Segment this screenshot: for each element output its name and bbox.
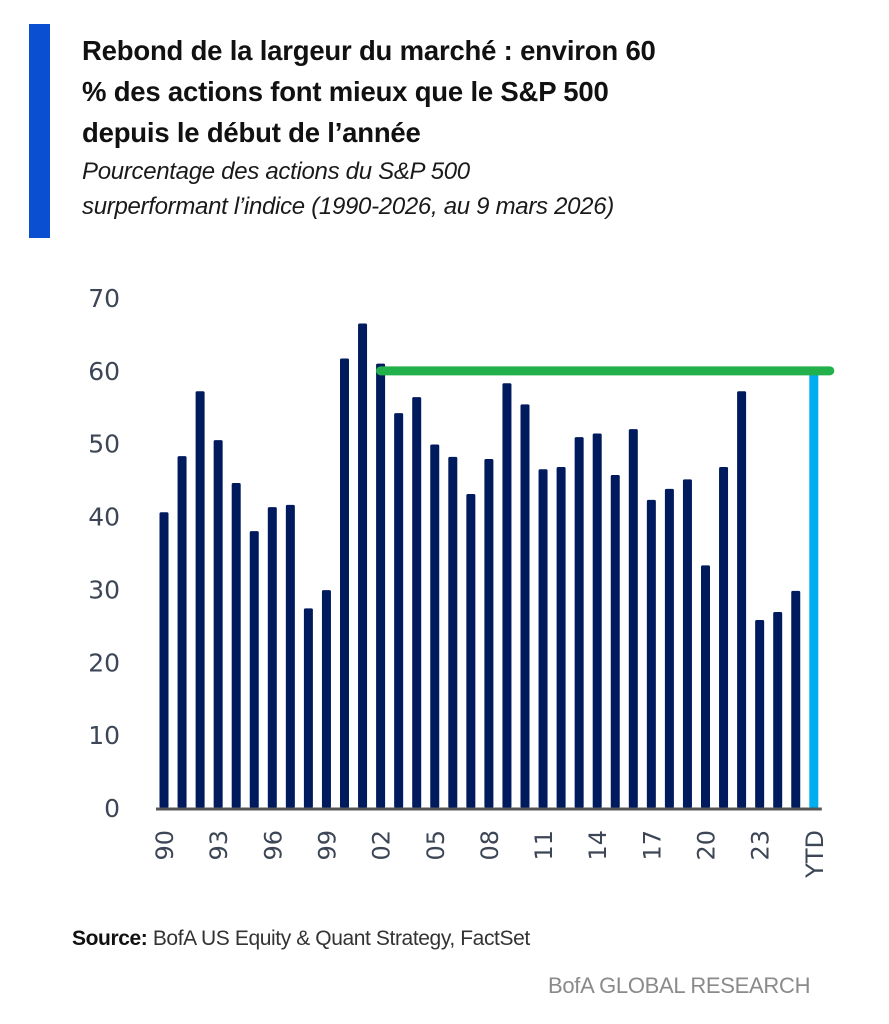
x-tick-label: 17	[638, 830, 666, 861]
bar	[466, 493, 476, 808]
source-note: Source: BofA US Equity & Quant Strategy,…	[72, 927, 530, 951]
y-tick-label: 70	[88, 284, 120, 313]
bar	[376, 363, 386, 808]
bar	[195, 391, 205, 808]
bar	[340, 358, 349, 808]
bar	[646, 499, 656, 808]
bar	[755, 620, 765, 808]
chart-subtitle: Pourcentage des actions du S&P 500 surpe…	[82, 154, 862, 224]
bar	[502, 383, 512, 808]
bar	[538, 469, 548, 808]
bar	[556, 467, 566, 808]
x-tick-label: 20	[693, 830, 721, 861]
x-tick-label: 14	[584, 830, 612, 861]
bar	[592, 433, 602, 808]
bar	[520, 404, 530, 808]
x-tick-label: 96	[259, 830, 287, 861]
x-tick-label: 11	[530, 830, 558, 861]
chart-subtitle-line: surperformant l’indice (1990-2026, au 9 …	[82, 193, 614, 220]
x-tick-label: 99	[313, 830, 341, 861]
bar-ytd	[809, 370, 819, 808]
y-tick-label: 30	[88, 575, 120, 604]
bar	[412, 397, 422, 808]
bar	[719, 467, 729, 808]
y-tick-label: 20	[88, 648, 120, 677]
y-tick-label: 40	[88, 503, 120, 532]
bar	[267, 507, 277, 808]
bar	[231, 483, 241, 808]
x-axis: 90 93 96 99 02 05 08 11 14 17 20 23 YTD	[151, 807, 829, 879]
bar	[737, 391, 747, 808]
chart-header: Rebond de la largeur du marché : environ…	[82, 30, 862, 224]
chart-subtitle-line: Pourcentage des actions du S&P 500	[82, 158, 470, 185]
x-tick-label: 08	[476, 830, 504, 861]
x-tick-label: 05	[422, 830, 450, 861]
bar	[628, 429, 638, 808]
bar	[574, 437, 584, 808]
y-tick-label: 50	[88, 430, 120, 459]
bar	[484, 459, 494, 808]
chart-title: Rebond de la largeur du marché : environ…	[82, 30, 862, 153]
bar	[303, 608, 313, 808]
x-tick-label: 23	[747, 830, 775, 861]
bar	[159, 512, 169, 808]
bars	[159, 323, 819, 808]
x-tick-label: 93	[205, 830, 233, 861]
source-text: BofA US Equity & Quant Strategy, FactSet	[147, 927, 530, 950]
bar	[213, 440, 223, 808]
x-tick-label: YTD	[801, 830, 829, 879]
y-tick-label: 10	[88, 721, 120, 750]
bar	[791, 590, 801, 808]
title-accent-bar	[29, 24, 50, 238]
x-tick-label: 90	[151, 830, 179, 861]
source-label: Source:	[72, 927, 148, 950]
x-tick-label: 02	[368, 830, 396, 861]
bar	[701, 565, 710, 808]
brand-label: BofA GLOBAL RESEARCH	[548, 973, 811, 998]
bar	[249, 531, 259, 808]
bar	[358, 323, 368, 808]
bar	[448, 456, 458, 808]
chart-title-line: Rebond de la largeur du marché : environ…	[82, 35, 656, 66]
bar	[773, 612, 783, 808]
bar	[664, 488, 674, 808]
y-axis: 0 10 20 30 40 50 60 70	[88, 284, 120, 823]
bar	[321, 590, 331, 808]
y-tick-label: 0	[104, 794, 120, 823]
bar	[177, 456, 187, 808]
chart-title-line: depuis le début de l’année	[82, 117, 421, 148]
y-tick-label: 60	[88, 357, 120, 386]
bar	[682, 479, 692, 808]
bar	[394, 413, 404, 808]
bar	[285, 504, 295, 808]
bar	[430, 444, 440, 808]
chart-title-line: % des actions font mieux que le S&P 500	[82, 76, 609, 107]
bar	[610, 475, 620, 808]
